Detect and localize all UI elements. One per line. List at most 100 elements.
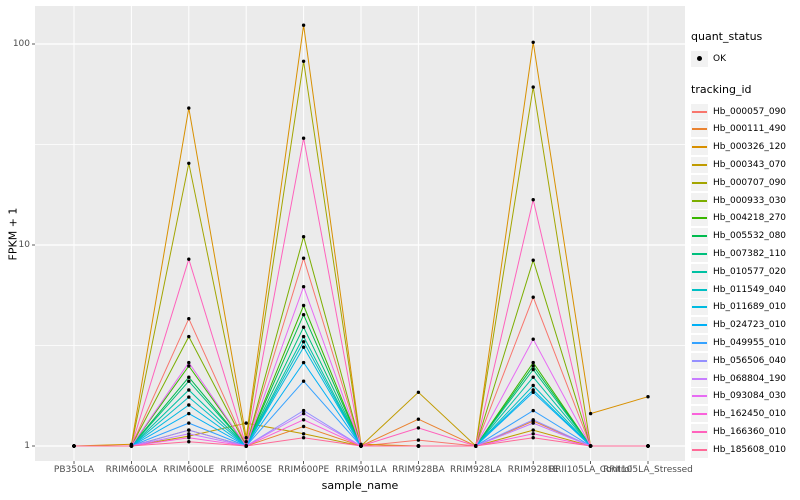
legend-item-Hb_004218_270[interactable]: Hb_004218_270 [691, 210, 799, 228]
data-point[interactable] [301, 325, 306, 329]
data-point[interactable] [416, 390, 421, 394]
data-point[interactable] [187, 161, 191, 165]
legend-item-Hb_011689_010[interactable]: Hb_011689_010 [691, 299, 799, 317]
data-point[interactable] [646, 444, 650, 448]
data-point[interactable] [129, 444, 134, 448]
data-point[interactable] [416, 438, 421, 442]
legend-item-Hb_011549_040[interactable]: Hb_011549_040 [691, 281, 799, 299]
data-point[interactable] [244, 421, 248, 425]
data-point[interactable] [187, 403, 191, 407]
data-point[interactable] [187, 440, 191, 444]
data-point[interactable] [301, 436, 306, 440]
data-point[interactable] [187, 364, 191, 368]
legend-item-Hb_049955_010[interactable]: Hb_049955_010 [691, 334, 799, 352]
data-point[interactable] [588, 411, 593, 416]
data-point[interactable] [416, 426, 421, 430]
data-point[interactable] [187, 411, 191, 416]
data-point[interactable] [244, 444, 248, 448]
data-point[interactable] [301, 285, 306, 289]
data-point[interactable] [531, 428, 535, 432]
data-point[interactable] [531, 40, 535, 44]
data-point[interactable] [531, 408, 535, 413]
legend-item-Hb_000057_090[interactable]: Hb_000057_090 [691, 103, 799, 121]
legend-item-Hb_000933_030[interactable]: Hb_000933_030 [691, 192, 799, 210]
legend-item-Hb_000343_070[interactable]: Hb_000343_070 [691, 156, 799, 174]
data-point[interactable] [531, 198, 535, 202]
data-point[interactable] [187, 432, 191, 436]
data-point[interactable] [301, 235, 306, 239]
data-point[interactable] [531, 390, 535, 394]
data-point[interactable] [531, 258, 535, 262]
data-point[interactable] [301, 313, 306, 317]
data-point[interactable] [301, 23, 306, 27]
data-point[interactable] [474, 444, 478, 448]
x-tick-label: RRIM600LE [163, 465, 215, 475]
data-point[interactable] [301, 136, 306, 140]
legend-item-Hb_000707_090[interactable]: Hb_000707_090 [691, 174, 799, 192]
legend-item-Hb_068804_190[interactable]: Hb_068804_190 [691, 370, 799, 388]
legend-item-Hb_000111_490[interactable]: Hb_000111_490 [691, 121, 799, 139]
data-point[interactable] [531, 85, 535, 89]
data-point[interactable] [187, 379, 191, 383]
legend-item-Hb_010577_020[interactable]: Hb_010577_020 [691, 263, 799, 281]
data-point[interactable] [531, 383, 535, 388]
data-point[interactable] [531, 421, 535, 425]
data-point[interactable] [301, 340, 306, 344]
legend-item-Hb_162450_010[interactable]: Hb_162450_010 [691, 405, 799, 423]
data-point[interactable] [301, 379, 306, 383]
legend-item-Hb_000326_120[interactable]: Hb_000326_120 [691, 138, 799, 156]
line-swatch-icon [692, 448, 707, 451]
data-point[interactable] [187, 360, 191, 365]
data-point[interactable] [187, 106, 191, 110]
data-point[interactable] [301, 303, 306, 308]
data-point[interactable] [187, 375, 191, 379]
data-point[interactable] [301, 411, 306, 416]
data-point[interactable] [187, 436, 191, 440]
data-point[interactable] [187, 395, 191, 399]
data-point[interactable] [187, 334, 191, 339]
data-point[interactable] [359, 444, 363, 448]
legend-item-Hb_166360_010[interactable]: Hb_166360_010 [691, 423, 799, 441]
data-point[interactable] [301, 432, 306, 436]
data-point[interactable] [72, 444, 76, 448]
legend-item-Hb_185608_010[interactable]: Hb_185608_010 [691, 441, 799, 459]
data-point[interactable] [187, 388, 191, 392]
data-point[interactable] [416, 444, 421, 448]
data-point[interactable] [301, 408, 306, 413]
data-point[interactable] [187, 257, 191, 261]
data-point[interactable] [187, 317, 191, 321]
data-point[interactable] [531, 337, 535, 341]
data-point[interactable] [531, 295, 535, 299]
series-line-key [691, 210, 708, 227]
data-point[interactable] [531, 360, 535, 365]
legend-item-label: Hb_024723_010 [713, 320, 787, 331]
data-point[interactable] [531, 432, 535, 436]
data-point[interactable] [301, 345, 306, 349]
data-point[interactable] [301, 59, 306, 63]
data-point[interactable] [244, 440, 248, 444]
data-point[interactable] [531, 375, 535, 379]
legend-item-Hb_007382_110[interactable]: Hb_007382_110 [691, 245, 799, 263]
data-point[interactable] [301, 360, 306, 365]
data-point[interactable] [301, 424, 306, 429]
legend-item-Hb_005532_080[interactable]: Hb_005532_080 [691, 227, 799, 245]
legend-item-Hb_024723_010[interactable]: Hb_024723_010 [691, 316, 799, 334]
series-line-key [691, 335, 708, 352]
data-point[interactable] [187, 421, 191, 425]
data-point[interactable] [531, 367, 535, 372]
data-point[interactable] [301, 334, 306, 339]
data-point[interactable] [646, 395, 650, 399]
data-point[interactable] [244, 436, 248, 440]
legend-item-Hb_056506_040[interactable]: Hb_056506_040 [691, 352, 799, 370]
data-point[interactable] [531, 364, 535, 368]
data-point[interactable] [301, 256, 306, 260]
data-point[interactable] [588, 444, 593, 448]
data-point[interactable] [416, 417, 421, 421]
data-point[interactable] [301, 418, 306, 422]
data-point[interactable] [531, 418, 535, 422]
data-point[interactable] [531, 436, 535, 440]
legend-item-ok[interactable]: OK [691, 50, 799, 68]
data-point[interactable] [187, 428, 191, 432]
line-swatch-icon [692, 342, 707, 345]
legend-item-Hb_093084_030[interactable]: Hb_093084_030 [691, 388, 799, 406]
